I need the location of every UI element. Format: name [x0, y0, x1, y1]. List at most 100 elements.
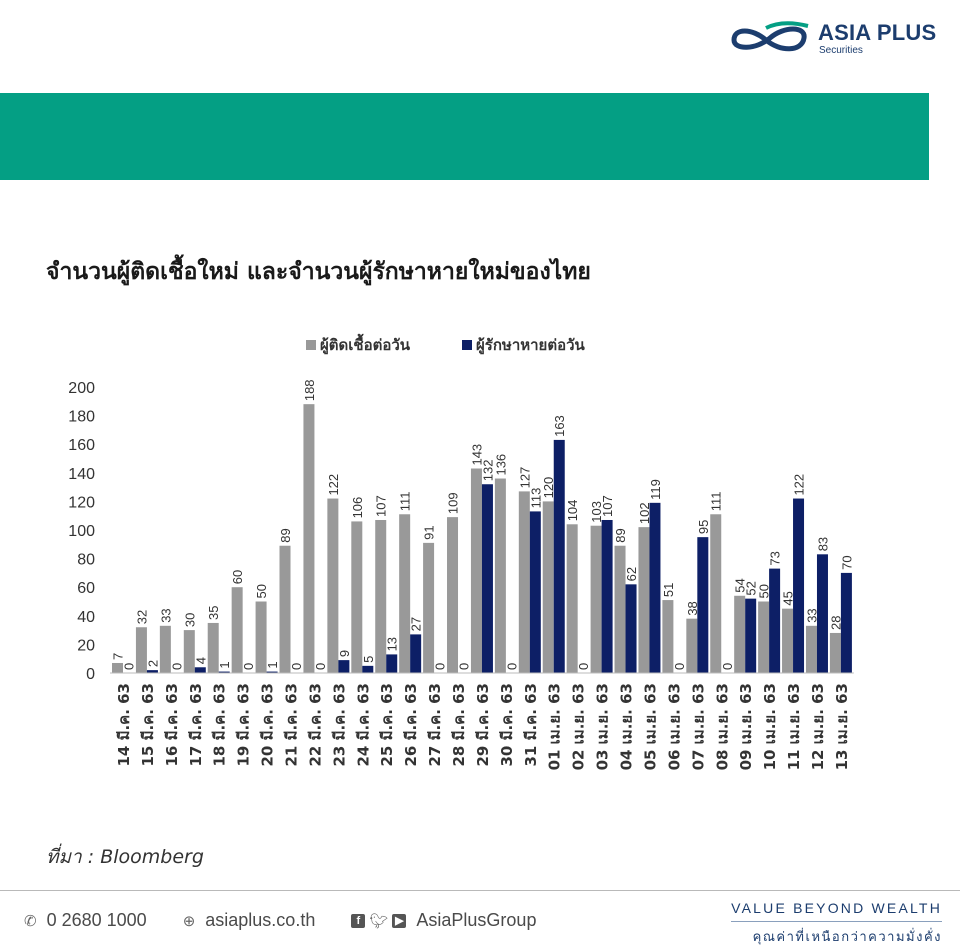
x-tick-label: 18 มี.ค. 63 — [211, 683, 229, 767]
data-label: 0 — [576, 663, 591, 670]
data-label: 5 — [361, 656, 376, 663]
data-label: 27 — [409, 617, 424, 631]
data-label: 136 — [493, 454, 508, 476]
bar-infected — [351, 521, 363, 673]
data-label: 83 — [815, 537, 830, 551]
footer-contact: ✆ 0 2680 1000 ⊕ asiaplus.co.th f 🐦︎ ▶ As… — [24, 910, 536, 931]
tagline-thai: คุณค่าที่เหนือกว่าความมั่งคั่ง — [752, 930, 942, 945]
data-label: 143 — [469, 444, 484, 466]
tagline: VALUE BEYOND WEALTH — [731, 900, 942, 916]
logo-name: ASIA PLUS — [818, 20, 937, 45]
x-tick-label: 20 มี.ค. 63 — [259, 683, 277, 767]
bar-infected — [638, 527, 650, 673]
data-label: 50 — [254, 584, 269, 598]
legend-label: ผู้ติดเชื้อต่อวัน — [320, 333, 411, 355]
x-tick-label: 08 เม.ย. 63 — [713, 683, 731, 770]
data-label: 62 — [624, 567, 639, 581]
youtube-icon[interactable]: ▶ — [392, 913, 407, 928]
data-label: 0 — [313, 663, 328, 670]
x-tick-label: 30 มี.ค. 63 — [498, 683, 516, 767]
x-tick-label: 12 เม.ย. 63 — [809, 683, 827, 770]
data-label: 0 — [433, 663, 448, 670]
bar-infected — [279, 545, 291, 673]
header-banner — [0, 93, 929, 180]
data-label: 107 — [374, 495, 389, 517]
bar-infected — [566, 524, 578, 673]
x-tick-label: 22 มี.ค. 63 — [306, 683, 324, 767]
data-label: 122 — [326, 474, 341, 496]
data-label: 28 — [828, 615, 843, 629]
logo-subtitle: Securities — [819, 45, 863, 56]
bar-infected — [207, 622, 219, 673]
bar-infected — [614, 545, 626, 673]
y-tick-label: 100 — [68, 523, 95, 540]
data-label: 0 — [169, 663, 184, 670]
x-tick-label: 29 มี.ค. 63 — [474, 683, 492, 767]
data-label: 7 — [111, 653, 126, 660]
x-tick-label: 26 มี.ค. 63 — [402, 683, 420, 767]
bar-recovered — [697, 537, 709, 673]
x-tick-label: 21 มี.ค. 63 — [283, 683, 301, 767]
x-tick-label: 09 เม.ย. 63 — [737, 683, 755, 770]
website-link[interactable]: asiaplus.co.th — [205, 910, 316, 930]
bar-recovered — [840, 572, 852, 673]
data-label: 103 — [589, 501, 604, 523]
data-label: 104 — [565, 500, 580, 522]
data-label: 120 — [541, 477, 556, 499]
footer-divider — [0, 890, 960, 891]
y-tick-label: 80 — [77, 552, 95, 569]
bar-infected — [112, 662, 123, 673]
globe-icon: ⊕ — [182, 912, 196, 930]
data-label: 70 — [839, 555, 854, 569]
x-tick-label: 02 เม.ย. 63 — [570, 683, 588, 770]
x-tick-label: 03 เม.ย. 63 — [594, 683, 612, 770]
legend-label: ผู้รักษาหายต่อวัน — [476, 336, 586, 355]
y-tick-label: 200 — [68, 380, 95, 397]
bar-infected — [494, 478, 506, 673]
data-label: 0 — [289, 663, 304, 670]
data-label: 102 — [637, 502, 652, 524]
bar-infected — [183, 630, 195, 673]
data-label: 33 — [158, 608, 173, 622]
x-tick-label: 31 มี.ค. 63 — [522, 683, 540, 767]
y-tick-label: 60 — [77, 580, 95, 597]
data-label: 1 — [217, 661, 232, 668]
data-label: 113 — [528, 488, 543, 509]
data-label: 111 — [398, 492, 413, 512]
data-label: 163 — [552, 415, 567, 437]
data-label: 73 — [768, 551, 783, 565]
data-label: 0 — [457, 663, 472, 670]
data-label: 0 — [504, 663, 519, 670]
x-tick-label: 19 มี.ค. 63 — [235, 683, 253, 767]
bar-infected — [805, 625, 817, 673]
phone-icon: ✆ — [24, 912, 37, 930]
bar-infected — [327, 498, 339, 673]
bar-infected — [447, 517, 459, 673]
bar-infected — [303, 404, 315, 673]
twitter-icon[interactable]: 🐦︎ — [369, 912, 389, 930]
bar-recovered — [146, 670, 158, 673]
bar-infected — [255, 601, 267, 673]
legend-swatch — [306, 340, 316, 350]
bar-recovered — [601, 519, 613, 673]
bar-infected — [590, 525, 602, 673]
x-tick-label: 28 มี.ค. 63 — [450, 683, 468, 767]
social-handle[interactable]: AsiaPlusGroup — [416, 910, 537, 930]
x-tick-label: 07 เม.ย. 63 — [689, 683, 707, 770]
asia-plus-logo: ASIA PLUS Securities — [726, 16, 946, 60]
bar-recovered — [793, 498, 805, 673]
x-tick-label: 17 มี.ค. 63 — [187, 683, 205, 767]
infinity-logo-icon — [731, 21, 809, 52]
tagline-rule — [731, 921, 942, 922]
data-label: 30 — [182, 613, 197, 627]
facebook-icon[interactable]: f — [351, 913, 366, 928]
bar-infected — [135, 627, 147, 673]
bar-infected — [231, 587, 243, 673]
bar-infected — [758, 601, 770, 673]
bar-infected — [829, 632, 841, 673]
data-label: 1 — [265, 661, 280, 668]
bar-infected — [159, 625, 171, 673]
phone-number[interactable]: 0 2680 1000 — [46, 910, 147, 930]
data-label: 106 — [350, 497, 365, 519]
bar-infected — [662, 600, 674, 673]
